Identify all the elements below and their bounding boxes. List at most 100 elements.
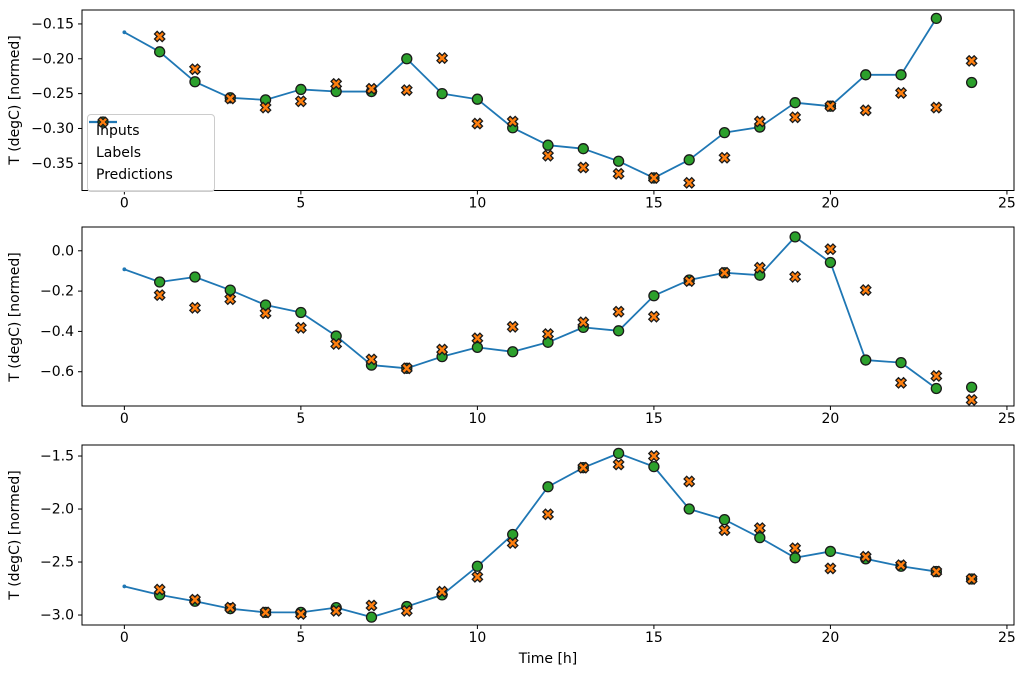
predictions-point bbox=[789, 542, 802, 555]
predictions-point bbox=[965, 393, 978, 406]
predictions-point bbox=[153, 289, 166, 302]
y-tick-label: −0.2 bbox=[40, 284, 74, 300]
legend-label-labels: Labels bbox=[96, 145, 142, 161]
y-tick-label: −0.6 bbox=[40, 364, 74, 380]
predictions-point bbox=[753, 522, 766, 535]
predictions-point bbox=[894, 376, 908, 389]
predictions-point bbox=[259, 307, 272, 320]
labels-point bbox=[612, 325, 625, 337]
predictions-point bbox=[753, 261, 766, 274]
labels-point bbox=[401, 53, 413, 65]
predictions-point bbox=[577, 161, 590, 174]
inputs-line bbox=[123, 17, 938, 179]
predictions-point bbox=[188, 63, 202, 76]
labels-point bbox=[648, 460, 660, 473]
x-tick-label: 15 bbox=[645, 411, 663, 427]
labels-point bbox=[824, 256, 837, 269]
labels-point bbox=[577, 143, 589, 155]
predictions-point bbox=[789, 270, 802, 283]
labels-point bbox=[683, 503, 695, 515]
labels-point bbox=[471, 560, 484, 572]
predictions-point bbox=[436, 52, 449, 65]
y-tick-label: −0.25 bbox=[31, 86, 74, 102]
y-tick-label: −0.4 bbox=[40, 324, 74, 340]
predictions-point bbox=[824, 562, 837, 575]
predictions-point bbox=[259, 101, 272, 114]
x-tick-label: 0 bbox=[120, 630, 129, 646]
labels-point bbox=[718, 127, 731, 139]
x-tick-label: 10 bbox=[468, 196, 486, 212]
y-axis-label-subplot-1: T (degC) [normed] bbox=[7, 35, 23, 166]
labels-point bbox=[930, 382, 942, 395]
labels-point bbox=[365, 611, 378, 623]
predictions-point bbox=[224, 601, 237, 614]
y-axis-label-subplot-3: T (degC) [normed] bbox=[7, 470, 23, 600]
predictions-point bbox=[612, 305, 625, 318]
predictions-point bbox=[400, 362, 413, 375]
x-tick-label: 15 bbox=[645, 630, 663, 646]
labels-point bbox=[789, 97, 801, 109]
predictions-point bbox=[718, 151, 731, 164]
predictions-point bbox=[294, 607, 307, 621]
predictions-point bbox=[506, 320, 519, 333]
labels-point bbox=[295, 83, 307, 96]
predictions-point bbox=[436, 585, 449, 598]
predictions-point bbox=[259, 606, 272, 619]
predictions-point bbox=[753, 115, 766, 128]
predictions-point bbox=[930, 101, 943, 114]
predictions-point bbox=[683, 274, 696, 288]
predictions-point bbox=[647, 449, 660, 463]
predictions-point bbox=[471, 332, 484, 345]
labels-point bbox=[542, 481, 554, 493]
legend-label-predictions: Predictions bbox=[96, 167, 173, 183]
predictions-point bbox=[224, 92, 237, 105]
labels-point bbox=[612, 155, 625, 167]
x-tick-label: 15 bbox=[645, 196, 663, 212]
predictions-point bbox=[647, 171, 660, 185]
x-tick-label: 25 bbox=[998, 411, 1016, 427]
labels-point bbox=[824, 545, 837, 558]
labels-point bbox=[895, 69, 907, 81]
legend-entry-predictions: Predictions bbox=[96, 116, 206, 186]
subplot-1: 0 5 10 15 20 25 −0.15 −0.20 −0.25 −0.30 −0.35 bbox=[31, 9, 1016, 212]
labels-point bbox=[718, 513, 731, 526]
plot-border bbox=[81, 9, 1015, 191]
y-tick-label: −2.5 bbox=[40, 555, 74, 571]
predictions-point bbox=[365, 82, 378, 95]
predictions-point bbox=[930, 565, 943, 578]
predictions-point bbox=[330, 337, 343, 350]
predictions-point bbox=[506, 536, 519, 549]
predictions-point bbox=[612, 458, 625, 471]
predictions-point bbox=[718, 524, 731, 537]
labels-point bbox=[860, 69, 872, 81]
y-tick-label: −3.0 bbox=[40, 608, 74, 624]
labels-point bbox=[154, 46, 166, 58]
predictions-point bbox=[153, 30, 166, 43]
predictions-point bbox=[683, 475, 696, 488]
x-tick-label: 10 bbox=[468, 411, 486, 427]
predictions-point bbox=[471, 570, 484, 583]
x-tick-label: 20 bbox=[822, 196, 840, 212]
x-tick-label: 20 bbox=[822, 630, 840, 646]
predictions-point bbox=[683, 176, 696, 189]
predictions-point bbox=[894, 559, 908, 572]
predictions-point bbox=[294, 321, 307, 334]
labels-point bbox=[683, 154, 695, 166]
y-tick-label: −0.30 bbox=[31, 121, 74, 137]
labels-point bbox=[895, 357, 907, 369]
predictions-point bbox=[541, 149, 555, 162]
labels-point bbox=[930, 12, 942, 25]
y-tick-label: −0.20 bbox=[31, 51, 74, 67]
inputs-point bbox=[122, 584, 127, 589]
inputs-line bbox=[124, 452, 937, 619]
predictions-point bbox=[965, 54, 978, 67]
legend-entry-labels: Labels bbox=[96, 116, 206, 164]
inputs-point bbox=[122, 267, 127, 272]
predictions-point bbox=[894, 86, 908, 99]
x-axis-label: Time [h] bbox=[518, 651, 578, 667]
labels-point bbox=[965, 381, 978, 393]
x-tick-label: 5 bbox=[296, 196, 305, 212]
y-tick-label: −0.15 bbox=[31, 16, 74, 32]
predictions-point bbox=[718, 266, 731, 279]
predictions-point bbox=[365, 599, 378, 612]
